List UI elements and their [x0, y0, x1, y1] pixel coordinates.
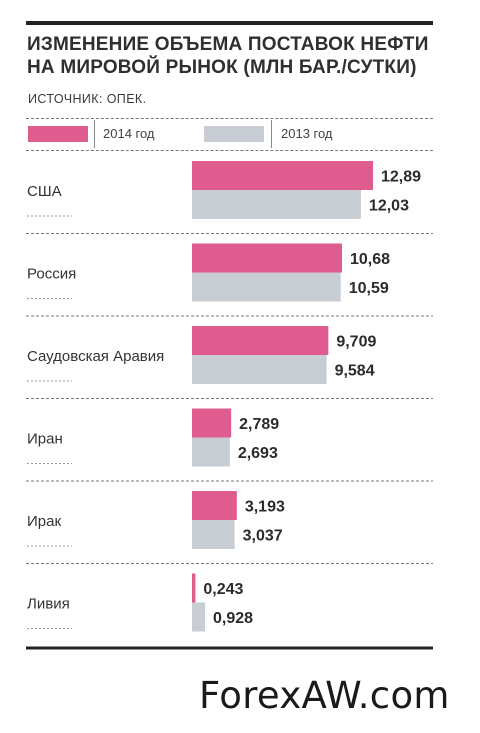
bar-2013: [192, 602, 206, 632]
data-label: 2,693: [238, 445, 278, 462]
category-label: Ливия: [27, 596, 70, 613]
data-label: 10,68: [350, 251, 390, 268]
bar-2014: [192, 161, 373, 190]
data-label: 12,89: [381, 169, 421, 186]
legend-swatch-2013: [204, 126, 264, 142]
legend-top-divider: [26, 118, 433, 119]
bar-2013: [192, 437, 230, 467]
legend-label-2014: 2014 год: [103, 126, 155, 141]
bar-2014: [192, 243, 342, 273]
bar-2014: [192, 573, 196, 603]
category-label: Саудовская Аравия: [27, 348, 164, 365]
bar-2013: [192, 272, 341, 302]
category-label: Россия: [27, 266, 76, 283]
legend-swatch-2014: [28, 126, 88, 142]
legend-label-2013: 2013 год: [281, 126, 333, 141]
data-label: 9,584: [335, 363, 375, 380]
source-note: ИСТОЧНИК: ОПЕК.: [28, 92, 147, 106]
category-label: Иран: [27, 431, 63, 448]
data-label: 2,789: [239, 416, 279, 433]
chart-title-line-1: ИЗМЕНЕНИЕ ОБЪЕМА ПОСТАВОК НЕФТИ: [27, 34, 429, 55]
bar-2014: [192, 326, 329, 355]
legend-separator: [271, 120, 272, 148]
data-label: 10,59: [349, 280, 389, 297]
chart-title-line-2: НА МИРОВОЙ РЫНОК (МЛН БАР./СУТКИ): [27, 57, 417, 78]
data-label: 9,709: [336, 334, 376, 351]
chart-title: ИЗМЕНЕНИЕ ОБЪЕМА ПОСТАВОК НЕФТИ НА МИРОВ…: [27, 33, 437, 79]
category-label: США: [27, 183, 62, 200]
top-rule: [26, 21, 433, 25]
bar-2013: [192, 190, 361, 219]
data-label: 12,03: [369, 198, 409, 215]
legend: 2014 год 2013 год: [26, 120, 433, 148]
legend-bottom-divider: [26, 150, 433, 151]
bar-2014: [192, 491, 237, 520]
bar-2014: [192, 408, 232, 438]
category-label: Ирак: [27, 513, 61, 530]
data-label: 3,193: [245, 499, 285, 516]
bar-2013: [192, 355, 327, 384]
data-label: 0,243: [203, 581, 243, 598]
bar-2013: [192, 520, 235, 549]
legend-separator: [94, 120, 95, 148]
data-label: 0,928: [213, 610, 253, 627]
data-label: 3,037: [243, 528, 283, 545]
watermark-credit: ForexAW.com: [199, 674, 450, 717]
